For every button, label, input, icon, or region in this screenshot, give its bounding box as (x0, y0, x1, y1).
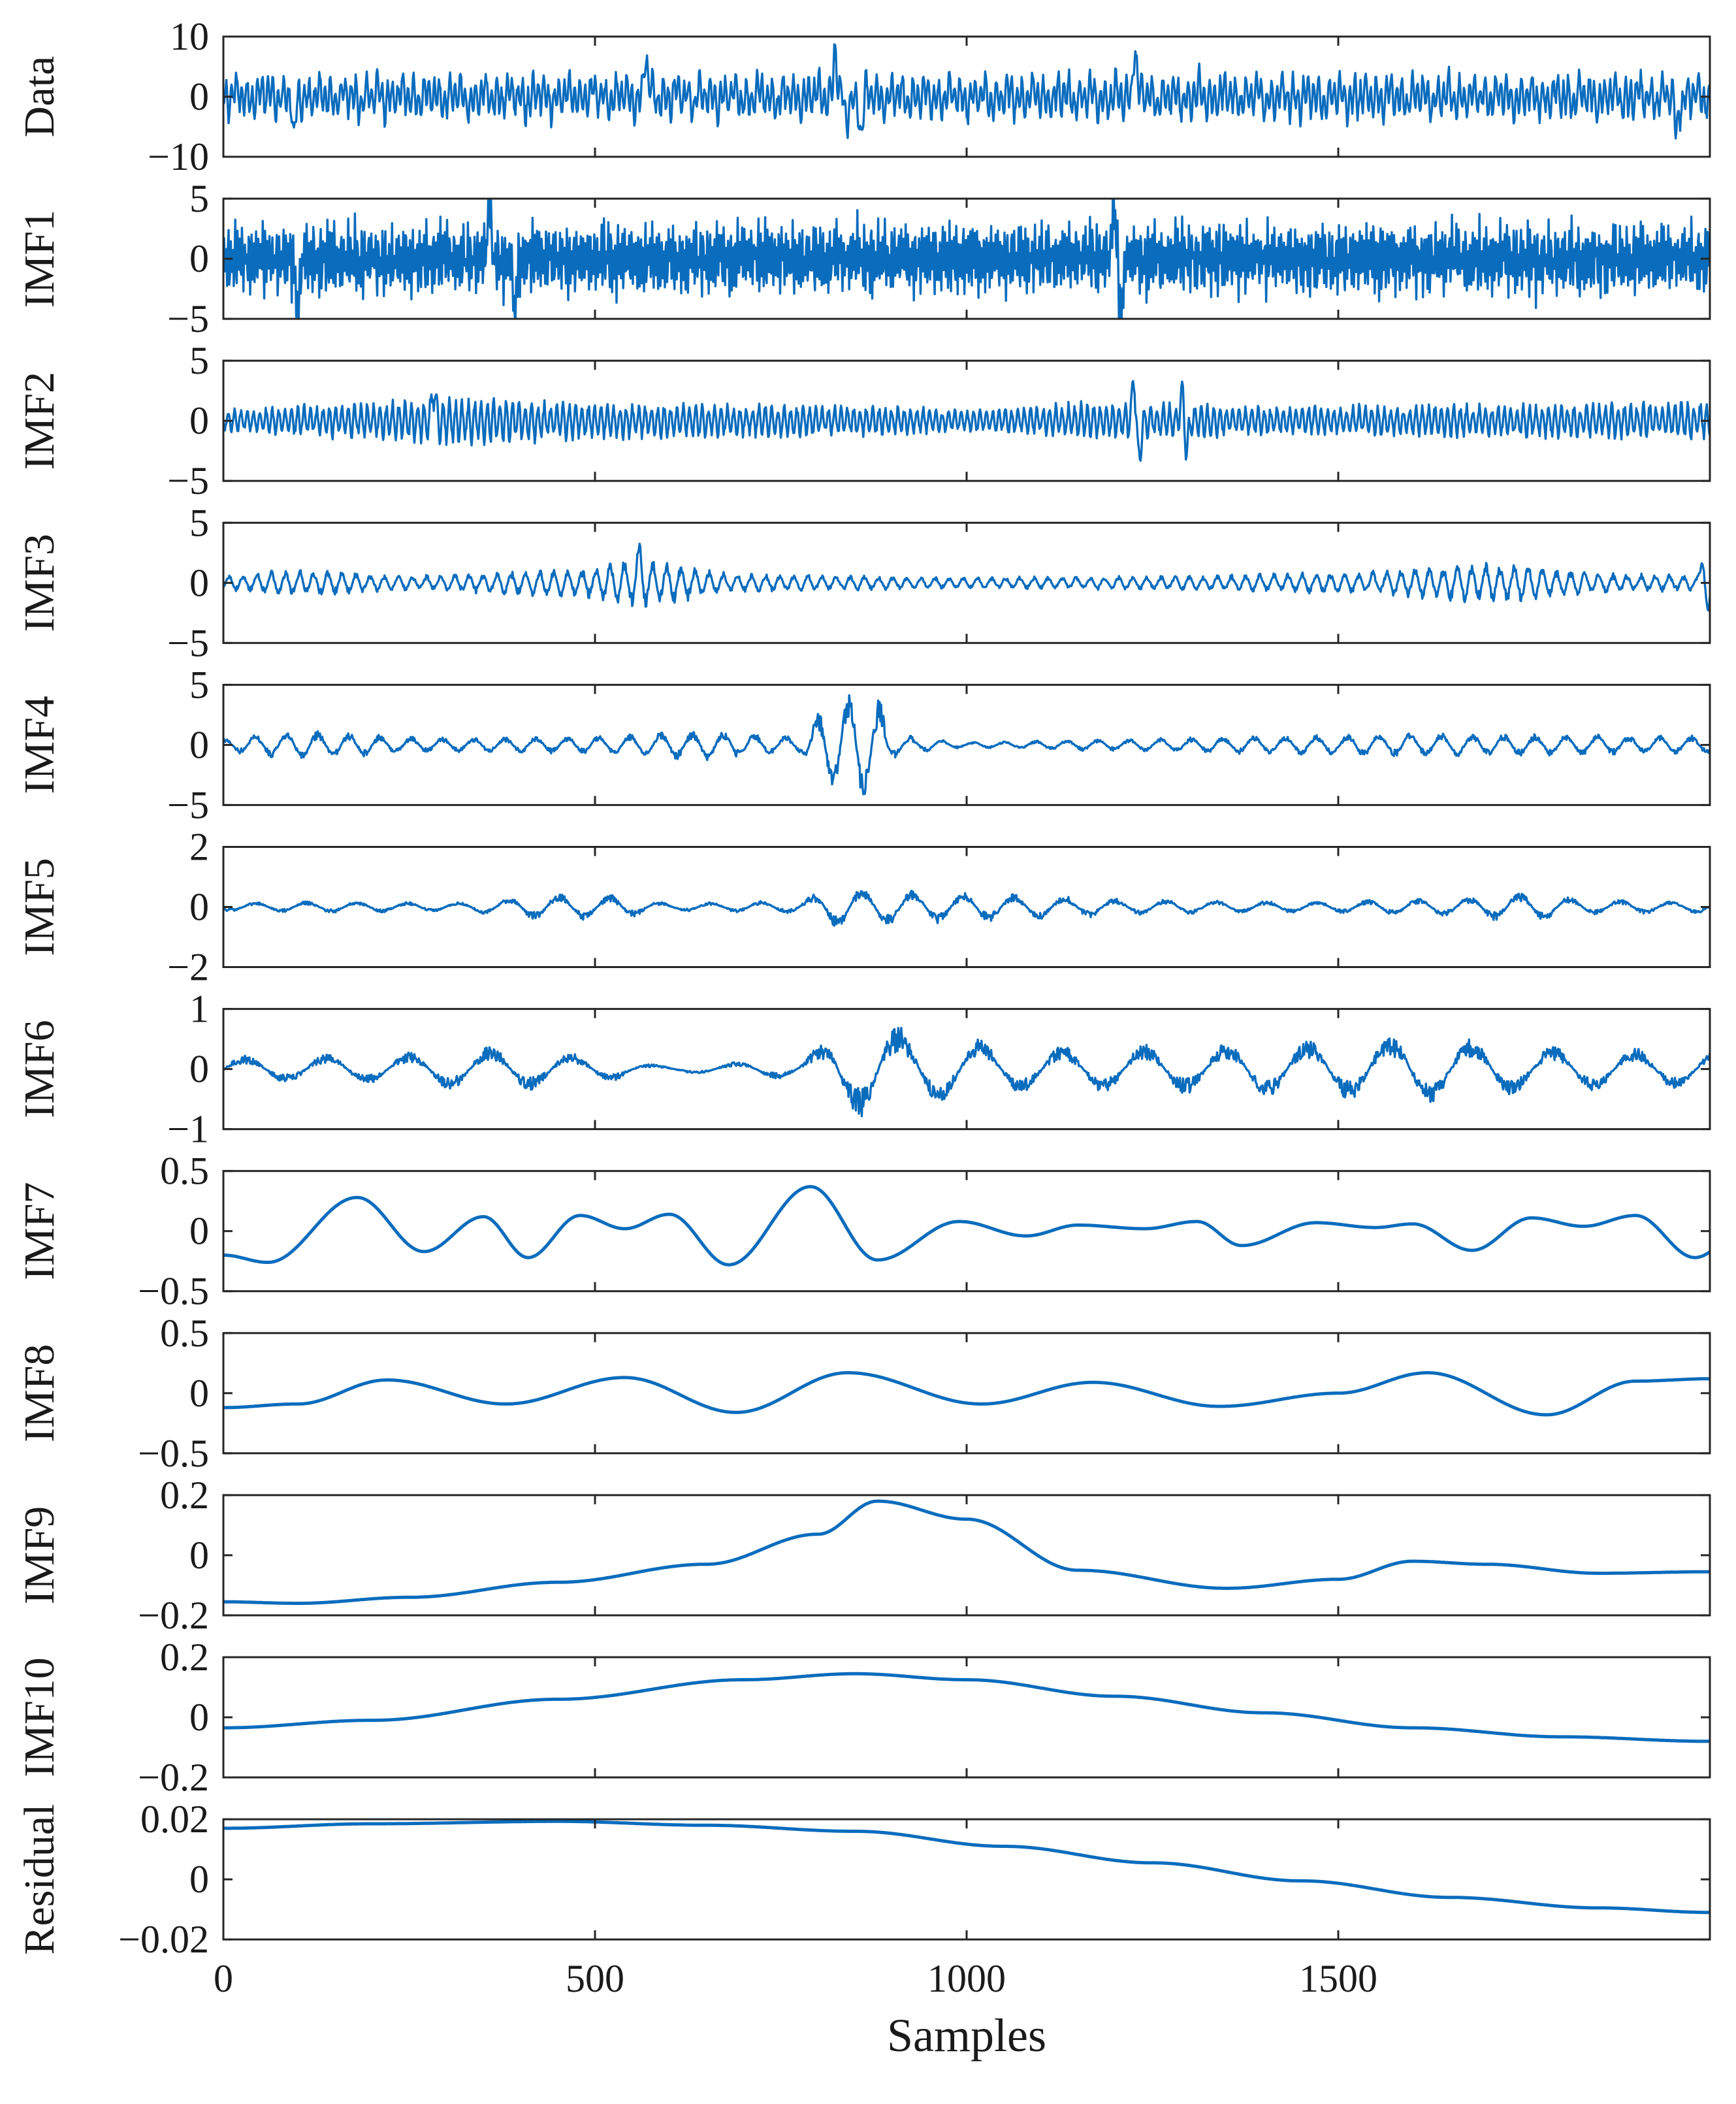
x-tick-label: 500 (566, 1957, 624, 2000)
y-tick-label: 0 (189, 1534, 209, 1577)
y-tick-label: −2 (167, 946, 209, 989)
panel-imf8: 0.5 0 −0.5 IMF8 (16, 1312, 1711, 1475)
x-tick-label: 1000 (927, 1957, 1006, 2000)
y-tick-label: −1 (167, 1108, 209, 1151)
x-tick-label: 1500 (1299, 1957, 1377, 2000)
panel-label-imf3: IMF3 (16, 534, 63, 632)
y-tick-label: 0 (189, 723, 209, 766)
y-tick-label: 0.5 (160, 1150, 209, 1193)
series-line-imf9 (223, 1499, 1710, 1605)
panel-label-imf7: IMF7 (16, 1182, 63, 1280)
panel-label-imf5: IMF5 (16, 858, 63, 956)
y-tick-label: −5 (167, 621, 209, 664)
y-tick-label: 0 (189, 1858, 209, 1901)
panel-label-imf1: IMF1 (16, 210, 63, 308)
series-line-imf3 (223, 542, 1710, 612)
axes-box (222, 1818, 1711, 1941)
panel-imf10: 0.2 0 −0.2 IMF10 (16, 1636, 1711, 1799)
y-tick-label: 5 (189, 339, 209, 382)
series-line-imf7 (223, 1185, 1710, 1267)
series-line-imf1 (223, 199, 1710, 319)
y-tick-label: 0.2 (160, 1474, 209, 1517)
panel-label-imf4: IMF4 (16, 696, 63, 794)
y-tick-label: −0.5 (138, 1432, 209, 1475)
y-tick-label: 0 (189, 399, 209, 442)
axes-box (222, 1008, 1711, 1131)
y-tick-label: 0.2 (160, 1636, 209, 1679)
x-tick-label: 0 (214, 1957, 233, 2000)
y-tick-label: −5 (167, 297, 209, 340)
y-tick-label: 1 (189, 988, 209, 1031)
panel-imf5: 2 0 −2 IMF5 (16, 826, 1711, 989)
series-line-imf4 (223, 694, 1710, 796)
axes-box (222, 1170, 1711, 1293)
y-tick-label: 0 (189, 1048, 209, 1091)
x-axis-title: Samples (887, 2009, 1046, 2062)
y-tick-label: 0 (189, 1210, 209, 1253)
panel-label-imf6: IMF6 (16, 1020, 63, 1118)
axes-box (222, 1494, 1711, 1617)
panel-imf4: 5 0 −5 IMF4 (16, 663, 1711, 826)
series-line-data (223, 43, 1710, 140)
y-tick-label: −0.2 (138, 1756, 209, 1799)
axes-box (222, 1656, 1711, 1779)
y-tick-label: −5 (167, 459, 209, 502)
panel-imf7: 0.5 0 −0.5 IMF7 (16, 1150, 1711, 1313)
series-line-imf10 (223, 1672, 1710, 1743)
y-tick-label: 0.5 (160, 1312, 209, 1355)
panel-imf3: 5 0 −5 IMF3 (16, 501, 1711, 664)
y-tick-label: 0 (189, 561, 209, 604)
series-line-imf5 (223, 890, 1710, 927)
y-tick-label: 0 (189, 1696, 209, 1739)
y-tick-label: −0.02 (118, 1918, 209, 1961)
y-tick-label: −0.5 (138, 1270, 209, 1313)
panel-imf6: 1 0 −1 IMF6 (16, 988, 1711, 1151)
series-line-imf8 (223, 1371, 1710, 1417)
panel-label-data: Data (16, 56, 63, 138)
panel-label-imf10: IMF10 (16, 1657, 63, 1777)
panel-label-residual: Residual (16, 1804, 63, 1955)
y-tick-label: 0 (189, 237, 209, 280)
panel-residual: 0.02 0 −0.02 Residual (16, 1798, 1711, 1961)
panel-imf9: 0.2 0 −0.2 IMF9 (16, 1474, 1711, 1637)
y-tick-label: 5 (189, 177, 209, 220)
y-tick-label: 0 (189, 1372, 209, 1415)
y-tick-label: −0.2 (138, 1594, 209, 1637)
panel-imf1: 5 0 −5 IMF1 (16, 177, 1711, 340)
y-tick-label: 2 (189, 826, 209, 869)
y-tick-label: −5 (167, 783, 209, 826)
panel-label-imf9: IMF9 (16, 1506, 63, 1604)
panel-label-imf8: IMF8 (16, 1344, 63, 1442)
series-line-residual (223, 1819, 1710, 1915)
y-tick-label: 0 (189, 75, 209, 118)
y-tick-label: 5 (189, 501, 209, 544)
series-line-imf6 (223, 1027, 1710, 1118)
y-tick-label: 0 (189, 886, 209, 929)
y-tick-label: 5 (189, 663, 209, 706)
panel-label-imf2: IMF2 (16, 372, 63, 470)
panel-imf2: 5 0 −5 IMF2 (16, 339, 1711, 502)
y-tick-label: 0.02 (140, 1798, 209, 1841)
y-tick-label: 10 (170, 15, 209, 58)
y-tick-label: −10 (148, 135, 209, 178)
panel-data: 10 0 −10 Data (16, 15, 1711, 178)
series-line-imf2 (223, 380, 1710, 462)
